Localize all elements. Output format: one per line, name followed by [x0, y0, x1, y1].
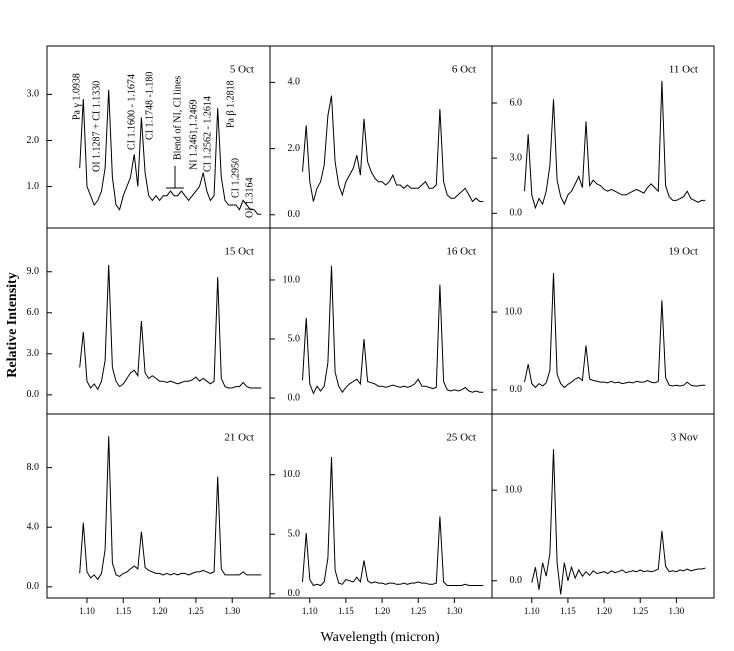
- y-tick-label: 2.0: [288, 143, 301, 154]
- line-annotation: CI 1.1600 - 1.1674: [126, 74, 137, 150]
- y-tick-label: 0.0: [288, 209, 301, 220]
- line-annotation: CI 1.1748 -1.180: [144, 72, 155, 140]
- panel-title: 25 Oct: [446, 432, 476, 444]
- line-annotation: NI 1.2461,1.2469: [188, 99, 199, 170]
- spectrum-line: [79, 264, 262, 391]
- panel-title: 3 Nov: [671, 432, 699, 444]
- panel-title: 21 Oct: [224, 432, 254, 444]
- line-annotation: OI 1.3164: [244, 177, 255, 218]
- spectrum-line: [302, 265, 484, 395]
- x-tick-label: 1.20: [152, 606, 168, 616]
- y-axis-label: Relative Intensity: [5, 272, 20, 377]
- x-tick-label: 1.15: [115, 606, 131, 616]
- line-annotation: CI 1.2950: [230, 158, 241, 198]
- x-tick-label: 1.30: [447, 606, 463, 616]
- y-tick-label: 10.0: [505, 484, 523, 495]
- x-tick-label: 1.10: [79, 606, 95, 616]
- x-tick-label: 1.15: [338, 606, 354, 616]
- y-tick-label: 6.0: [27, 307, 40, 318]
- line-annotation: CI 1.2562 - 1.2614: [202, 96, 213, 172]
- spectrum-line: [524, 80, 706, 210]
- spectrum-line: [79, 89, 262, 215]
- panel-title: 15 Oct: [224, 246, 254, 258]
- y-tick-label: 0.0: [27, 389, 40, 400]
- x-tick-label: 1.20: [374, 606, 390, 616]
- y-tick-label: 3.0: [27, 348, 40, 359]
- panel-title: 19 Oct: [668, 246, 698, 258]
- y-tick-label: 6.0: [510, 97, 523, 108]
- spectrum-line: [79, 436, 262, 581]
- y-tick-label: 8.0: [27, 462, 40, 473]
- y-tick-label: 9.0: [27, 266, 40, 277]
- y-tick-label: 0.0: [288, 392, 301, 403]
- x-tick-label: 1.30: [669, 606, 685, 616]
- y-tick-label: 10.0: [283, 469, 301, 480]
- y-tick-label: 3.0: [27, 89, 40, 100]
- y-tick-label: 1.0: [27, 181, 40, 192]
- y-tick-label: 10.0: [505, 306, 523, 317]
- y-tick-label: 0.0: [510, 384, 523, 395]
- line-annotation: Blend of NI, CI lines: [172, 76, 183, 160]
- line-annotation: Pa γ 1.0938: [71, 73, 82, 120]
- spectrum-line: [302, 456, 484, 587]
- x-tick-label: 1.20: [596, 606, 612, 616]
- panel-title: 11 Oct: [669, 64, 698, 76]
- spectrum-line: [524, 273, 706, 389]
- y-tick-label: 0.0: [510, 575, 523, 586]
- x-tick-label: 1.25: [632, 606, 648, 616]
- y-tick-label: 5.0: [288, 529, 301, 540]
- y-tick-label: 0.0: [27, 581, 40, 592]
- spectrum-line: [531, 449, 706, 595]
- y-tick-label: 4.0: [288, 77, 301, 88]
- y-tick-label: 10.0: [283, 274, 301, 285]
- panel-title: 5 Oct: [230, 64, 254, 76]
- y-tick-label: 4.0: [27, 522, 40, 533]
- panel-frame: [491, 413, 715, 599]
- y-tick-label: 0.0: [288, 588, 301, 599]
- x-tick-label: 1.30: [224, 606, 240, 616]
- y-tick-label: 5.0: [288, 333, 301, 344]
- x-tick-label: 1.25: [188, 606, 204, 616]
- y-tick-label: 2.0: [27, 135, 40, 146]
- spectrum-line: [302, 95, 484, 203]
- line-annotation: OI 1.1287 + CI 1.1330: [91, 81, 102, 172]
- x-axis-label: Wavelength (micron): [321, 630, 440, 645]
- y-tick-label: 3.0: [510, 152, 523, 163]
- line-annotation: Pa β 1.2818: [225, 80, 236, 128]
- x-tick-label: 1.10: [524, 606, 540, 616]
- panel-title: 16 Oct: [446, 246, 476, 258]
- y-tick-label: 0.0: [510, 208, 523, 219]
- panel-title: 6 Oct: [452, 64, 476, 76]
- x-tick-label: 1.15: [560, 606, 576, 616]
- x-tick-label: 1.10: [302, 606, 318, 616]
- x-tick-label: 1.25: [410, 606, 426, 616]
